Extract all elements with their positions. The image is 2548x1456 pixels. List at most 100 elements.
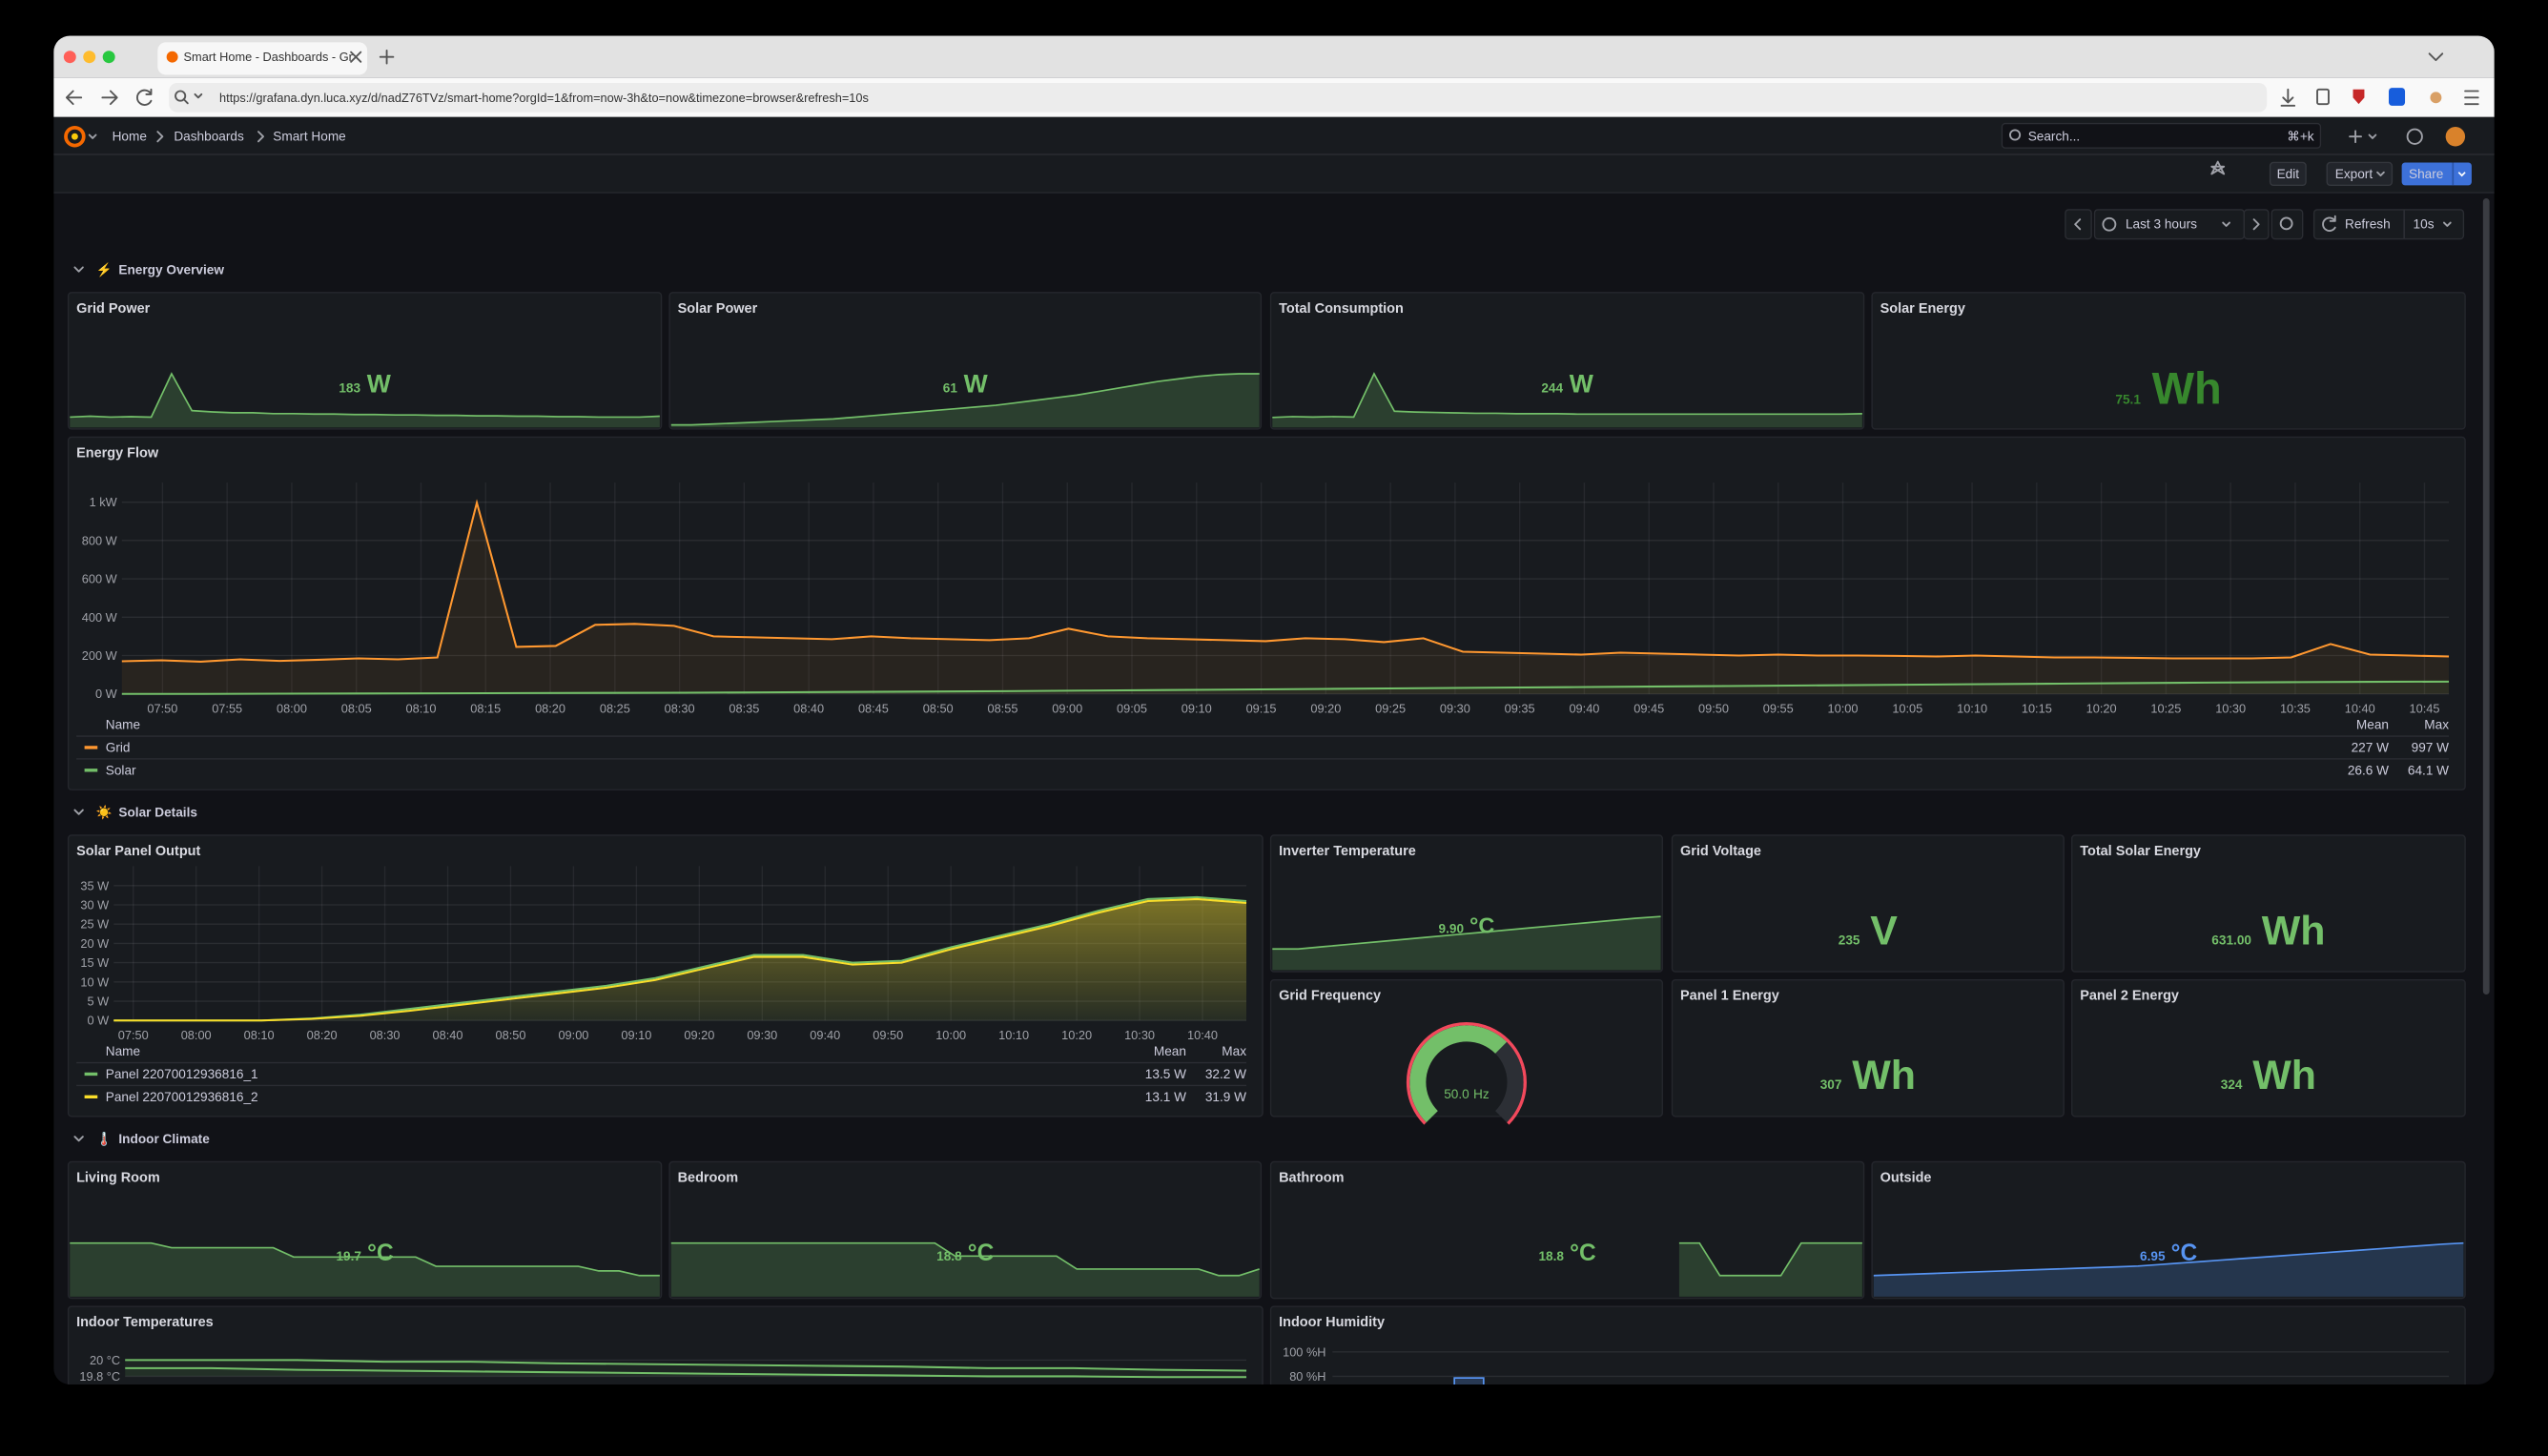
- stat-number: 324: [2221, 1077, 2243, 1092]
- minimize-window[interactable]: [83, 51, 96, 64]
- stat-value: 18.8 °C: [1538, 1241, 1595, 1266]
- avatar[interactable]: [2445, 126, 2466, 147]
- zoom-out[interactable]: [2271, 209, 2304, 240]
- tab-list[interactable]: [2428, 52, 2444, 62]
- add-menu[interactable]: [2349, 130, 2377, 144]
- url-field[interactable]: [169, 82, 2268, 113]
- legend-mean: 227 W: [2352, 740, 2390, 754]
- time-back[interactable]: [2065, 209, 2092, 240]
- stat-unit: °C: [367, 1241, 394, 1266]
- back[interactable]: [65, 90, 83, 106]
- x-tick-label: 08:30: [370, 1028, 401, 1042]
- gauge-number: 50.0: [1444, 1086, 1469, 1100]
- x-tick-label: 09:45: [1634, 702, 1664, 716]
- x-tick-label: 08:00: [277, 702, 307, 716]
- panel-title: Bedroom: [678, 1171, 739, 1186]
- row-icon: 🌡️: [96, 1131, 113, 1146]
- stat-number: 75.1: [2115, 393, 2141, 407]
- extension[interactable]: [2430, 92, 2442, 104]
- stat-value: 19.7 °C: [336, 1241, 393, 1266]
- x-tick-label: 10:45: [2410, 702, 2440, 716]
- series-line: [125, 1359, 1247, 1372]
- x-tick-label: 09:40: [810, 1028, 840, 1042]
- legend-header: Max: [2424, 718, 2449, 732]
- x-tick-label: 08:40: [793, 702, 824, 716]
- y-tick-label: 15 W: [80, 955, 109, 970]
- breadcrumb[interactable]: Home: [113, 130, 147, 144]
- legend-name[interactable]: Solar: [106, 763, 136, 777]
- x-tick-label: 09:05: [1117, 702, 1147, 716]
- x-tick-label: 08:20: [307, 1028, 338, 1042]
- series-area: [113, 898, 1247, 1021]
- series-line: [121, 680, 2450, 695]
- new-tab[interactable]: [379, 49, 395, 65]
- grafana-logo-core: [71, 133, 78, 140]
- menu[interactable]: [2464, 90, 2479, 106]
- edit-button[interactable]: [2269, 161, 2307, 187]
- x-tick-label: 09:20: [684, 1028, 714, 1042]
- legend-header: Mean: [2356, 718, 2389, 732]
- star[interactable]: [2210, 160, 2226, 175]
- y-tick-label: 0 W: [87, 1014, 109, 1028]
- export-caret: [2376, 171, 2385, 177]
- stat-value: 9.90 °C: [1439, 913, 1495, 938]
- tab-title: Smart Home - Dashboards - Gr: [184, 50, 354, 64]
- panel-title: Living Room: [76, 1171, 160, 1186]
- stat-unit: Wh: [2262, 908, 2326, 954]
- y-tick-label: 400 W: [82, 610, 117, 625]
- extension-vault[interactable]: [2389, 88, 2406, 106]
- search-box[interactable]: [2001, 122, 2322, 149]
- row-collapse[interactable]: [73, 809, 84, 815]
- time-forward[interactable]: [2243, 209, 2270, 240]
- row-title: Indoor Climate: [118, 1132, 210, 1146]
- legend-name[interactable]: Panel 22070012936816_1: [106, 1067, 258, 1081]
- x-tick-label: 09:00: [1052, 702, 1082, 716]
- extension-shield[interactable]: [2353, 89, 2365, 105]
- panel: [1871, 292, 2466, 430]
- share-caret[interactable]: [2457, 172, 2466, 177]
- spark-area: [670, 1242, 1260, 1297]
- tab[interactable]: [157, 42, 368, 75]
- forward[interactable]: [101, 90, 118, 106]
- y-tick-label: 25 W: [80, 917, 109, 932]
- spark-line: [670, 373, 1260, 426]
- refresh-picker[interactable]: [2312, 209, 2465, 240]
- y-tick-label: 0 W: [95, 687, 117, 701]
- panel-title: Solar Panel Output: [76, 844, 200, 859]
- row-icon: ⚡: [96, 261, 113, 277]
- stat-number: 183: [339, 380, 360, 395]
- series-line: [121, 499, 2450, 663]
- y-tick-label: 600 W: [82, 572, 117, 586]
- series-area: [121, 681, 2450, 694]
- x-tick-label: 09:50: [873, 1028, 903, 1042]
- interval-caret: [2443, 221, 2452, 227]
- breadcrumb[interactable]: Dashboards: [174, 130, 244, 144]
- reload[interactable]: [136, 88, 153, 106]
- panel: [67, 1160, 663, 1300]
- panel-title: Grid Power: [76, 301, 151, 317]
- logo-menu[interactable]: [88, 133, 97, 139]
- refresh-interval[interactable]: 10s: [2414, 217, 2435, 232]
- export-button[interactable]: [2326, 161, 2394, 187]
- close-window[interactable]: [63, 51, 76, 64]
- legend-name[interactable]: Grid: [106, 740, 131, 754]
- legend-name[interactable]: Panel 22070012936816_2: [106, 1090, 258, 1104]
- maximize-window[interactable]: [102, 51, 115, 64]
- share-icon[interactable]: [2316, 88, 2330, 106]
- grafana-logo[interactable]: [64, 125, 86, 148]
- tab-close[interactable]: [350, 51, 362, 63]
- x-tick-label: 08:30: [665, 702, 695, 716]
- share-button[interactable]: [2401, 162, 2472, 186]
- row-collapse[interactable]: [73, 266, 84, 273]
- gauge-threshold: [1406, 1022, 1527, 1125]
- search-icon: [2009, 129, 2022, 141]
- help[interactable]: [2406, 128, 2423, 145]
- panel: [1269, 292, 1865, 430]
- time-back-icon: [2074, 218, 2082, 231]
- spark-line: [670, 1241, 1260, 1277]
- row-title: Solar Details: [118, 806, 197, 820]
- row-collapse[interactable]: [73, 1136, 84, 1142]
- stat-number: 6.95: [2140, 1249, 2166, 1263]
- x-tick-label: 08:25: [600, 702, 630, 716]
- downloads[interactable]: [2280, 88, 2296, 107]
